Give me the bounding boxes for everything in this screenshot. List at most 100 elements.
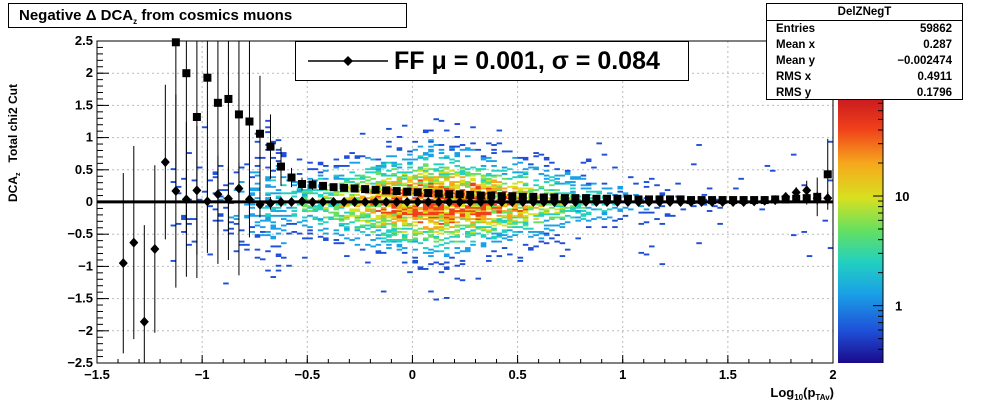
heatmap-cell <box>501 247 508 249</box>
heatmap-cell <box>380 203 387 206</box>
heatmap-cell <box>575 237 581 240</box>
heatmap-cell <box>386 182 392 185</box>
heatmap-cell <box>396 243 403 246</box>
heatmap-cell <box>401 237 408 240</box>
heatmap-cell <box>223 184 229 187</box>
heatmap-cell <box>265 185 271 188</box>
heatmap-cell <box>244 248 250 251</box>
heatmap-cell <box>396 240 403 243</box>
heatmap-cell <box>375 169 382 172</box>
diamond-marker <box>507 197 517 207</box>
heatmap-cell <box>522 171 529 174</box>
heatmap-cell <box>486 189 492 192</box>
heatmap-cell <box>275 206 282 209</box>
heatmap-cell <box>412 221 418 224</box>
heatmap-cell <box>596 216 602 219</box>
diamond-marker <box>150 244 160 255</box>
heatmap-cell <box>275 160 282 163</box>
heatmap-cell <box>470 229 476 232</box>
heatmap-cell <box>359 226 366 229</box>
heatmap-cell <box>302 224 308 227</box>
heatmap-cell <box>407 271 413 274</box>
heatmap-cell <box>433 245 440 248</box>
heatmap-cell <box>238 229 245 232</box>
heatmap-cell <box>433 226 440 229</box>
heatmap-cell <box>417 181 424 183</box>
heatmap-cell <box>507 213 513 216</box>
heatmap-cell <box>486 222 492 225</box>
heatmap-cell <box>517 256 524 259</box>
diamond-marker <box>423 197 433 207</box>
heatmap-cell <box>543 219 550 222</box>
heatmap-cell <box>449 208 455 211</box>
heatmap-cell <box>585 211 592 214</box>
heatmap-cell <box>480 213 487 216</box>
heatmap-cell <box>249 214 256 217</box>
heatmap-cell <box>496 222 503 225</box>
heatmap-cell <box>202 126 208 129</box>
heatmap-cell <box>475 214 482 217</box>
heatmap-cell <box>428 153 434 156</box>
x-label-psub: TAv <box>815 393 830 402</box>
heatmap-cell <box>365 224 371 227</box>
heatmap-cell <box>433 181 440 183</box>
heatmap-cell <box>359 216 366 219</box>
heatmap-cell <box>601 203 608 206</box>
y-tick-label: −0.5 <box>67 226 93 241</box>
heatmap-cell <box>417 206 424 209</box>
diamond-marker <box>118 258 128 269</box>
heatmap-cell <box>317 229 324 232</box>
heatmap-cell <box>407 240 413 243</box>
heatmap-cell <box>449 173 455 175</box>
heatmap-cell <box>317 163 324 166</box>
heatmap-cell <box>344 222 350 225</box>
heatmap-cell <box>601 213 608 216</box>
heatmap-cell <box>401 218 408 221</box>
y-tick-label: −1 <box>78 258 93 273</box>
colorbar <box>838 97 883 363</box>
heatmap-cell <box>443 185 450 188</box>
heatmap-cell <box>465 234 471 237</box>
diamond-marker <box>413 197 423 207</box>
heatmap-cell <box>380 210 387 212</box>
heatmap-cell <box>391 239 397 241</box>
heatmap-cell <box>265 218 271 221</box>
heatmap-cell <box>449 203 455 206</box>
heatmap-cell <box>323 239 329 241</box>
heatmap-cell <box>344 211 350 214</box>
heatmap-cell <box>170 224 177 227</box>
heatmap-cell <box>443 219 450 222</box>
stats-value: 59862 <box>920 23 952 35</box>
heatmap-cell <box>638 205 645 208</box>
heatmap-cell <box>538 240 545 243</box>
heatmap-cell <box>522 218 529 221</box>
heatmap-cell <box>538 237 545 240</box>
heatmap-cell <box>480 185 487 188</box>
heatmap-cell <box>570 181 576 183</box>
heatmap-cell <box>501 190 508 193</box>
heatmap-cell <box>422 268 429 270</box>
heatmap-cell <box>428 140 434 143</box>
heatmap-cell <box>386 222 392 225</box>
heatmap-cell <box>428 155 434 158</box>
heatmap-cell <box>465 211 471 214</box>
heatmap-cell <box>449 232 455 235</box>
heatmap-cell <box>443 174 450 177</box>
heatmap-cell <box>465 248 471 251</box>
heatmap-cell <box>638 222 645 225</box>
square-marker <box>508 192 517 201</box>
heatmap-cell <box>249 230 256 233</box>
heatmap-cell <box>449 176 455 179</box>
heatmap-cell <box>438 144 445 146</box>
heatmap-cell <box>312 189 319 192</box>
heatmap-cell <box>659 192 666 195</box>
heatmap-cell <box>354 174 361 177</box>
heatmap-cell <box>296 189 303 192</box>
heatmap-cell <box>512 163 518 166</box>
heatmap-cell <box>480 177 487 180</box>
heatmap-cell <box>591 166 597 169</box>
heatmap-cell <box>554 208 560 211</box>
heatmap-cell <box>412 198 418 201</box>
heatmap-cell <box>596 208 602 211</box>
heatmap-cell <box>465 230 471 233</box>
